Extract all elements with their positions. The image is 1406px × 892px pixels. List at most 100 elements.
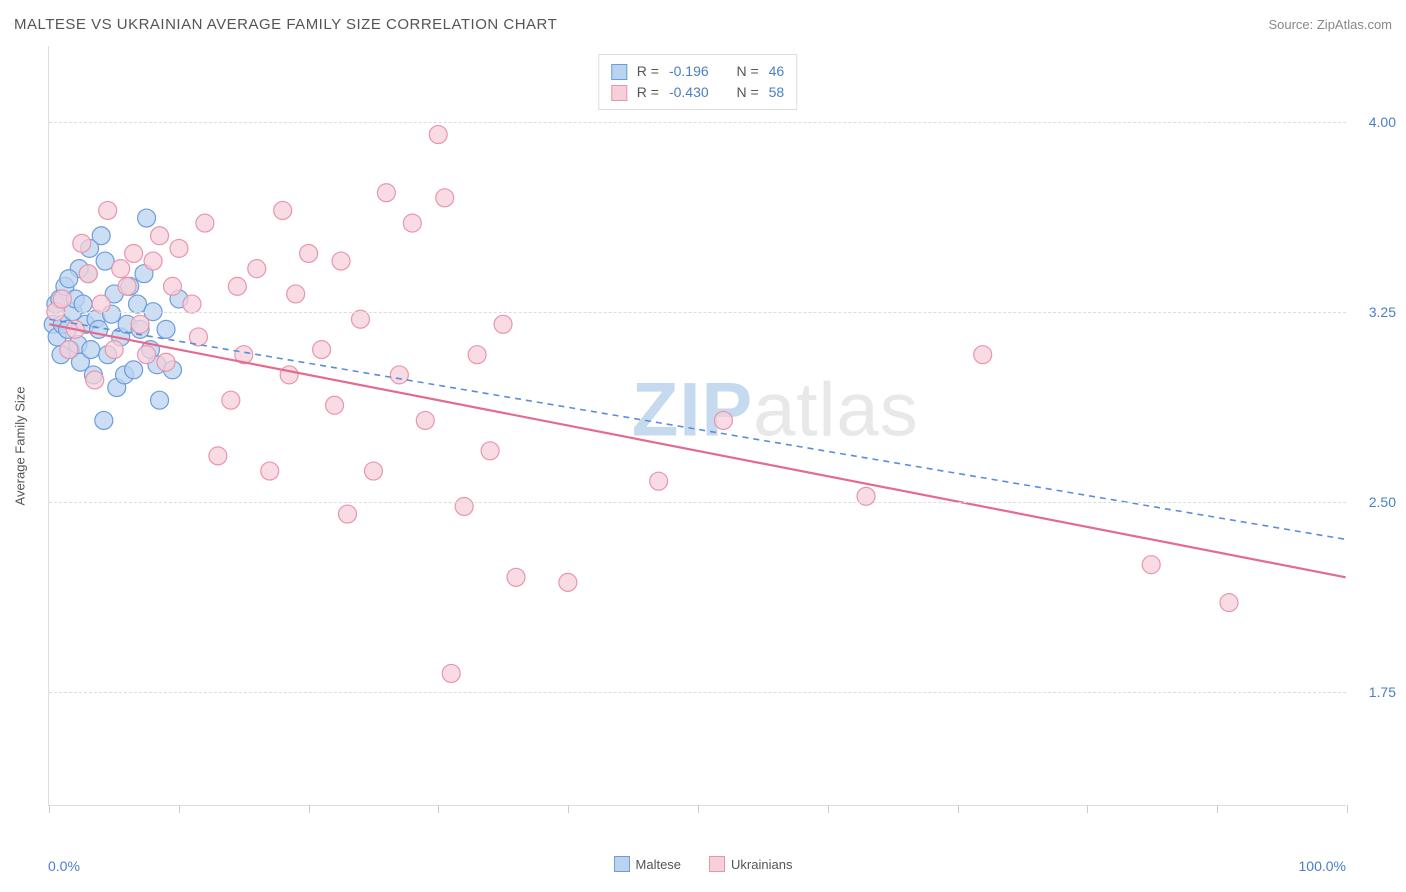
data-point — [131, 315, 149, 333]
chart-title: MALTESE VS UKRAINIAN AVERAGE FAMILY SIZE… — [14, 16, 557, 33]
n-value: 46 — [769, 61, 785, 82]
correlation-legend-row: R = -0.430 N = 58 — [611, 82, 784, 103]
data-point — [300, 244, 318, 262]
data-point — [274, 201, 292, 219]
correlation-legend: R = -0.196 N = 46R = -0.430 N = 58 — [598, 54, 797, 110]
legend-swatch — [709, 856, 725, 872]
data-point — [507, 568, 525, 586]
data-point — [313, 341, 331, 359]
data-point — [112, 260, 130, 278]
r-label: R = — [637, 82, 659, 103]
data-point — [138, 209, 156, 227]
legend-swatch — [611, 85, 627, 101]
data-point — [151, 227, 169, 245]
data-point — [416, 411, 434, 429]
data-point — [280, 366, 298, 384]
legend-item: Maltese — [614, 856, 682, 872]
data-point — [974, 346, 992, 364]
data-point — [73, 234, 91, 252]
r-label: R = — [637, 61, 659, 82]
data-point — [559, 573, 577, 591]
data-point — [326, 396, 344, 414]
x-tick — [828, 805, 829, 813]
data-point — [468, 346, 486, 364]
data-point — [95, 411, 113, 429]
data-point — [170, 239, 188, 257]
x-tick — [179, 805, 180, 813]
data-point — [442, 664, 460, 682]
data-point — [157, 353, 175, 371]
data-point — [164, 277, 182, 295]
data-point — [79, 265, 97, 283]
data-point — [650, 472, 668, 490]
x-tick — [309, 805, 310, 813]
data-point — [494, 315, 512, 333]
y-axis-label: Average Family Size — [13, 387, 28, 506]
n-value: 58 — [769, 82, 785, 103]
data-point — [228, 277, 246, 295]
gridline — [49, 502, 1346, 503]
x-tick — [438, 805, 439, 813]
correlation-legend-row: R = -0.196 N = 46 — [611, 61, 784, 82]
data-point — [481, 442, 499, 460]
y-tick-label: 4.00 — [1352, 114, 1396, 130]
y-tick-label: 2.50 — [1352, 494, 1396, 510]
data-point — [339, 505, 357, 523]
data-point — [157, 320, 175, 338]
y-tick-label: 3.25 — [1352, 304, 1396, 320]
gridline — [49, 692, 1346, 693]
data-point — [60, 270, 78, 288]
chart-header: MALTESE VS UKRAINIAN AVERAGE FAMILY SIZE… — [14, 10, 1392, 38]
data-point — [82, 341, 100, 359]
gridline — [49, 122, 1346, 123]
legend-item: Ukrainians — [709, 856, 792, 872]
data-point — [118, 277, 136, 295]
x-tick — [958, 805, 959, 813]
legend-swatch — [611, 64, 627, 80]
data-point — [125, 361, 143, 379]
data-point — [105, 341, 123, 359]
legend-swatch — [614, 856, 630, 872]
r-value: -0.196 — [669, 61, 709, 82]
legend-label: Ukrainians — [731, 857, 792, 872]
data-point — [222, 391, 240, 409]
series-legend: Maltese Ukrainians — [0, 856, 1406, 872]
data-point — [125, 244, 143, 262]
data-point — [196, 214, 214, 232]
plot-area: ZIPatlas R = -0.196 N = 46R = -0.430 N =… — [48, 46, 1346, 806]
data-point — [287, 285, 305, 303]
data-point — [436, 189, 454, 207]
data-point — [455, 497, 473, 515]
data-point — [209, 447, 227, 465]
data-point — [144, 252, 162, 270]
data-point — [92, 295, 110, 313]
data-point — [403, 214, 421, 232]
n-label: N = — [736, 82, 758, 103]
gridline — [49, 312, 1346, 313]
data-point — [714, 411, 732, 429]
data-point — [332, 252, 350, 270]
data-point — [60, 341, 78, 359]
data-point — [1220, 594, 1238, 612]
data-point — [53, 290, 71, 308]
data-point — [390, 366, 408, 384]
data-point — [429, 126, 447, 144]
data-point — [377, 184, 395, 202]
data-point — [183, 295, 201, 313]
data-point — [151, 391, 169, 409]
n-label: N = — [736, 61, 758, 82]
source-attribution: Source: ZipAtlas.com — [1268, 17, 1392, 32]
data-point — [248, 260, 266, 278]
chart-container: MALTESE VS UKRAINIAN AVERAGE FAMILY SIZE… — [0, 0, 1406, 892]
x-tick — [1087, 805, 1088, 813]
x-tick — [1347, 805, 1348, 813]
r-value: -0.430 — [669, 82, 709, 103]
x-tick — [698, 805, 699, 813]
x-tick — [568, 805, 569, 813]
data-point — [86, 371, 104, 389]
data-point — [261, 462, 279, 480]
trend-line — [49, 319, 1345, 539]
x-tick — [1217, 805, 1218, 813]
legend-label: Maltese — [636, 857, 682, 872]
x-tick — [49, 805, 50, 813]
